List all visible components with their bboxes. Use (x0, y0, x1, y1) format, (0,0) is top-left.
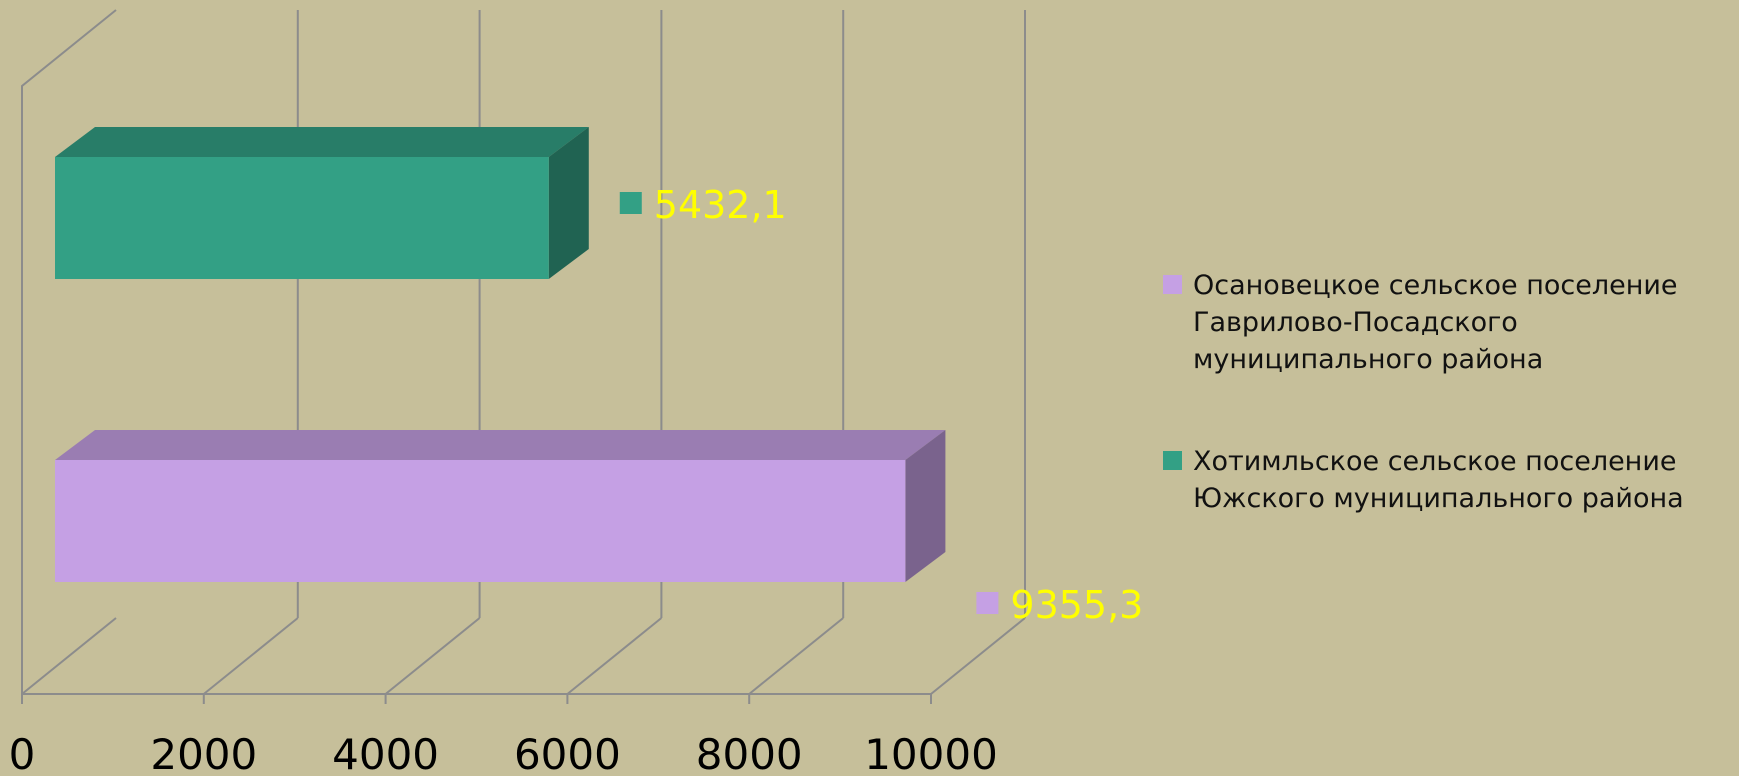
x-tick-label: 2000 (150, 730, 257, 776)
x-tick-label: 10000 (864, 730, 998, 776)
x-tick-label: 0 (9, 730, 36, 776)
floor-gridline (203, 617, 299, 695)
legend-label: Хотимльское сельское поселение (1193, 446, 1677, 477)
floor-gridline (566, 617, 663, 695)
legend-label: Гаврилово-Посадского (1193, 307, 1518, 338)
bar-top-face (55, 127, 589, 157)
floor-gridline (21, 617, 117, 695)
x-axis: 0 2000 4000 6000 8000 10000 (9, 693, 998, 776)
x-tick-label: 6000 (514, 730, 621, 776)
legend-item: Хотимльское сельское поселение Южского му… (1163, 446, 1684, 514)
legend-swatch (1163, 451, 1182, 470)
gridlines (21, 9, 1026, 695)
bar-top-face (55, 430, 946, 460)
bar (55, 430, 946, 582)
legend-item: Осановецкое сельское поселение Гаврилово-… (1163, 270, 1678, 375)
data-label: 9355,3 (1010, 583, 1143, 627)
data-label: 5432,1 (654, 183, 787, 227)
data-label-key (619, 192, 642, 214)
bar (55, 127, 589, 279)
data-label-key (976, 592, 999, 614)
x-tick-label: 4000 (332, 730, 439, 776)
legend-label: Осановецкое сельское поселение (1193, 270, 1678, 301)
bar-front-face (55, 460, 906, 582)
floor-gridline (748, 617, 844, 695)
bar-side-face (548, 127, 589, 279)
bars (55, 127, 946, 582)
legend-swatch (1163, 275, 1182, 294)
floor-gridline (384, 617, 481, 695)
legend: Осановецкое сельское поселение Гаврилово-… (1163, 270, 1684, 514)
bar-front-face (55, 157, 549, 279)
x-tick-label: 8000 (696, 730, 803, 776)
floor-gridline (930, 617, 1026, 695)
legend-label: муниципального района (1193, 344, 1543, 375)
data-labels: 9355,3 5432,1 (619, 183, 1143, 627)
bar-side-face (905, 430, 946, 582)
side-wall (21, 9, 117, 694)
legend-label: Южского муниципального района (1193, 483, 1684, 514)
